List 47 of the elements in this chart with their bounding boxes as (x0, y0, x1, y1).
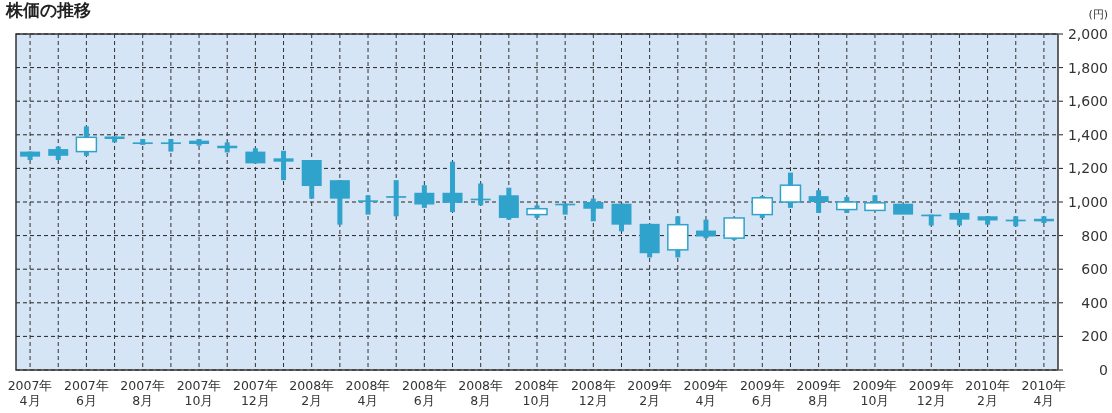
x-tick-label: 2010年4月 (1021, 378, 1067, 408)
x-tick-label: 2009年4月 (683, 378, 729, 408)
y-tick-label: 1,600 (1067, 93, 1108, 110)
y-tick-label: 1,800 (1067, 59, 1108, 76)
x-tick-label: 2008年6月 (401, 378, 447, 408)
x-tick-label: 2007年4月 (7, 378, 53, 408)
x-tick-label: 2009年6月 (739, 378, 785, 408)
candlestick (329, 180, 350, 225)
y-tick-label: 600 (1081, 261, 1108, 278)
candlestick (358, 195, 379, 215)
y-tick-label: 2,000 (1067, 25, 1108, 42)
y-tick-label: 1,000 (1067, 193, 1108, 210)
candlestick (75, 126, 98, 156)
x-tick-label: 2008年12月 (570, 378, 616, 408)
candlestick (414, 185, 435, 208)
candlestick (498, 187, 519, 220)
x-tick-label: 2007年10月 (176, 378, 222, 408)
x-tick-label: 2009年8月 (796, 378, 842, 408)
y-tick-label: 800 (1081, 227, 1108, 244)
x-tick-label: 2009年10月 (852, 378, 898, 408)
candlestick (611, 203, 632, 232)
candlestick (583, 198, 604, 222)
candlestick (723, 217, 745, 240)
x-tick-label: 2007年6月 (64, 378, 109, 408)
x-tick-label: 2008年2月 (289, 378, 335, 408)
candlestick (273, 150, 294, 181)
candlestick (386, 180, 407, 217)
x-tick-label: 2007年8月 (120, 378, 166, 408)
x-tick-label: 2009年2月 (627, 378, 673, 408)
x-tick-label: 2008年10月 (514, 378, 560, 408)
candlestick (779, 172, 802, 208)
candlestick (893, 203, 914, 215)
candlestick (751, 196, 774, 218)
x-tick-label: 2008年4月 (345, 378, 391, 408)
x-tick-label: 2009年12月 (908, 378, 954, 408)
chart-title: 株価の推移 (5, 0, 91, 20)
y-tick-label: 200 (1081, 328, 1108, 345)
x-tick-label: 2010年2月 (965, 378, 1010, 408)
y-tick-label: 0 (1099, 361, 1108, 378)
candlestick (442, 161, 463, 213)
y-tick-label: 400 (1081, 294, 1108, 311)
x-tick-label: 2008年8月 (458, 378, 504, 408)
candlestick (808, 190, 829, 213)
y-axis-title: (円) (1088, 8, 1108, 21)
x-tick-label: 2007年12月 (232, 378, 278, 408)
y-tick-label: 1,400 (1067, 126, 1108, 143)
y-tick-label: 1,200 (1067, 160, 1108, 177)
